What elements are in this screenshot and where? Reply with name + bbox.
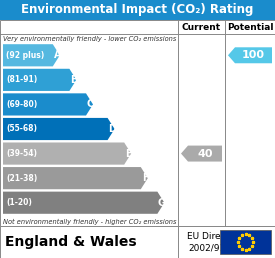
Text: (39-54): (39-54) — [6, 149, 37, 158]
Text: C: C — [87, 99, 94, 109]
Text: Not environmentally friendly - higher CO₂ emissions: Not environmentally friendly - higher CO… — [3, 219, 177, 224]
Text: (1-20): (1-20) — [6, 198, 32, 207]
Bar — [0, 20, 275, 226]
Text: G: G — [158, 198, 166, 208]
Text: (21-38): (21-38) — [6, 174, 37, 183]
Polygon shape — [3, 118, 115, 140]
Text: 100: 100 — [242, 50, 265, 60]
Polygon shape — [3, 167, 148, 189]
Text: EU Directive
2002/91/EC: EU Directive 2002/91/EC — [186, 232, 243, 252]
Text: B: B — [70, 75, 78, 85]
Text: Potential: Potential — [227, 22, 273, 31]
Text: Current: Current — [182, 22, 221, 31]
Polygon shape — [3, 192, 164, 214]
Text: F: F — [142, 173, 148, 183]
Polygon shape — [3, 44, 60, 66]
Polygon shape — [228, 47, 272, 63]
Text: E: E — [125, 149, 132, 159]
Text: (81-91): (81-91) — [6, 75, 37, 84]
Text: Environmental Impact (CO₂) Rating: Environmental Impact (CO₂) Rating — [21, 4, 254, 17]
Bar — [0, 226, 275, 258]
Text: 40: 40 — [197, 149, 213, 159]
Text: A: A — [54, 50, 61, 60]
Text: (55-68): (55-68) — [6, 125, 37, 133]
Text: (69-80): (69-80) — [6, 100, 37, 109]
Text: England & Wales: England & Wales — [5, 235, 137, 249]
Bar — [220, 230, 271, 254]
Text: D: D — [108, 124, 116, 134]
Polygon shape — [3, 69, 76, 91]
Text: Very environmentally friendly - lower CO₂ emissions: Very environmentally friendly - lower CO… — [3, 35, 176, 42]
Polygon shape — [3, 142, 131, 165]
Polygon shape — [3, 93, 93, 116]
Bar — [0, 0, 275, 20]
Polygon shape — [181, 146, 222, 162]
Text: (92 plus): (92 plus) — [6, 51, 44, 60]
